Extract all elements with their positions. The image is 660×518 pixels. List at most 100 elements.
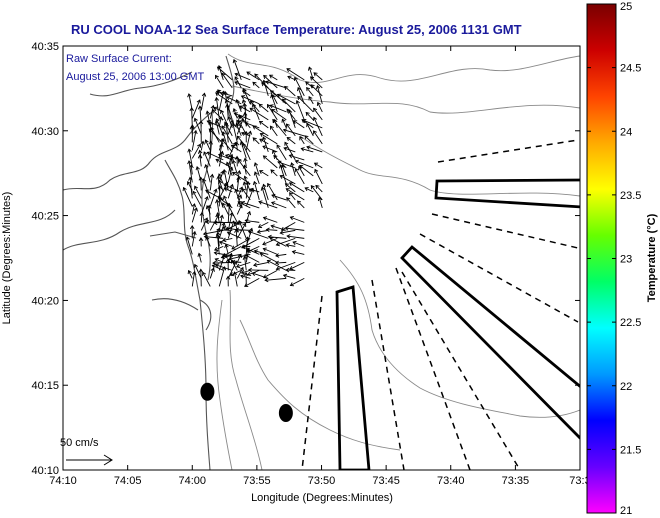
current-vector-head: [287, 109, 293, 114]
current-vector: [219, 241, 233, 247]
current-vector: [191, 231, 196, 247]
current-vector-head: [262, 216, 268, 221]
current-vector: [217, 66, 233, 81]
current-vector-head: [239, 114, 244, 119]
current-vector: [286, 197, 296, 209]
current-vector-head: [270, 93, 275, 99]
current-vector-head: [202, 271, 207, 276]
current-vector-head: [302, 119, 307, 124]
current-vector: [292, 251, 305, 255]
current-vector-head: [247, 130, 253, 135]
current-vector-head: [259, 170, 264, 174]
current-vector-head: [252, 81, 257, 86]
current-vector: [218, 116, 222, 127]
current-vector-head: [262, 247, 267, 252]
current-vector-head: [231, 171, 237, 176]
current-vector: [227, 261, 237, 279]
station-marker: [278, 404, 293, 423]
current-vector-head: [196, 99, 201, 104]
current-vector: [236, 223, 246, 239]
current-vector: [254, 73, 269, 89]
current-vector: [253, 181, 260, 201]
current-vector-head: [215, 158, 220, 163]
current-vector-head: [233, 112, 238, 117]
current-vector: [218, 65, 224, 81]
current-vector-head: [202, 231, 208, 236]
current-vector-head: [221, 72, 226, 77]
current-vector-head: [315, 85, 321, 90]
current-vector: [222, 202, 229, 215]
current-vector-head: [237, 159, 242, 164]
x-tick-label: 73:35: [502, 475, 530, 487]
current-vector-head: [213, 250, 218, 256]
current-vector-head: [281, 118, 286, 123]
current-vector: [270, 169, 278, 177]
current-vector: [281, 119, 287, 129]
current-vector-head: [244, 218, 249, 224]
current-vector-head: [251, 103, 256, 108]
current-vector: [249, 188, 260, 193]
current-vector-head: [236, 170, 242, 175]
current-vector-head: [218, 240, 224, 245]
current-vector-head: [309, 76, 315, 81]
current-vector-head: [253, 171, 259, 176]
current-vector: [313, 72, 323, 81]
current-vector-head: [244, 121, 249, 126]
current-vector-head: [225, 161, 231, 166]
current-vector-head: [310, 185, 315, 190]
current-vector: [269, 237, 287, 247]
current-vector-head: [232, 141, 237, 147]
current-vector: [225, 154, 242, 161]
current-vector-head: [204, 163, 209, 169]
current-vector-head: [288, 182, 294, 187]
current-vector-head: [229, 119, 235, 124]
current-vector-head: [226, 96, 231, 101]
current-vector-head: [267, 182, 272, 188]
current-vector: [209, 189, 217, 207]
current-vector: [223, 169, 229, 191]
current-vector-head: [256, 229, 261, 234]
current-vector: [258, 103, 269, 113]
current-vector: [262, 137, 269, 153]
current-vector: [232, 171, 251, 185]
current-vector-head: [296, 86, 302, 92]
current-vector: [314, 162, 323, 169]
current-vector-head: [257, 224, 263, 229]
current-vector: [200, 93, 205, 111]
current-vector: [254, 250, 269, 255]
current-vector: [203, 151, 211, 167]
current-vector-head: [193, 117, 198, 122]
current-vector: [208, 128, 224, 145]
current-vector-head: [215, 231, 221, 236]
current-vector: [310, 84, 323, 97]
current-vector: [232, 261, 242, 263]
y-axis-ticks: 40:10 40:15 40:20 40:25 40:30 40:35: [31, 41, 580, 477]
current-vector: [217, 229, 233, 231]
current-vector-head: [251, 271, 256, 277]
current-vector: [292, 241, 305, 247]
current-vector-head: [275, 266, 280, 271]
current-vector-head: [242, 255, 248, 260]
colorbar-tick-label: 22: [620, 381, 632, 393]
current-vector-head: [215, 118, 220, 123]
y-tick-label: 40:30: [31, 126, 59, 138]
current-vector-head: [242, 222, 247, 228]
x-tick-label: 73:50: [308, 475, 336, 487]
current-vector-head: [270, 169, 275, 174]
current-vector-head: [216, 227, 221, 233]
current-vector-head: [253, 262, 258, 268]
current-vector: [269, 74, 278, 81]
current-vector: [271, 194, 287, 201]
current-vector-head: [199, 212, 205, 217]
current-vector: [244, 158, 247, 167]
current-vector-head: [220, 254, 225, 259]
current-vector: [286, 123, 296, 137]
current-vector: [214, 245, 224, 251]
current-vector-head: [218, 197, 223, 202]
current-vector: [194, 186, 202, 199]
current-vector: [236, 99, 242, 113]
current-vector-head: [205, 110, 210, 115]
current-vector-head: [238, 203, 243, 209]
current-vector-head: [241, 99, 247, 104]
current-vector: [305, 112, 314, 121]
